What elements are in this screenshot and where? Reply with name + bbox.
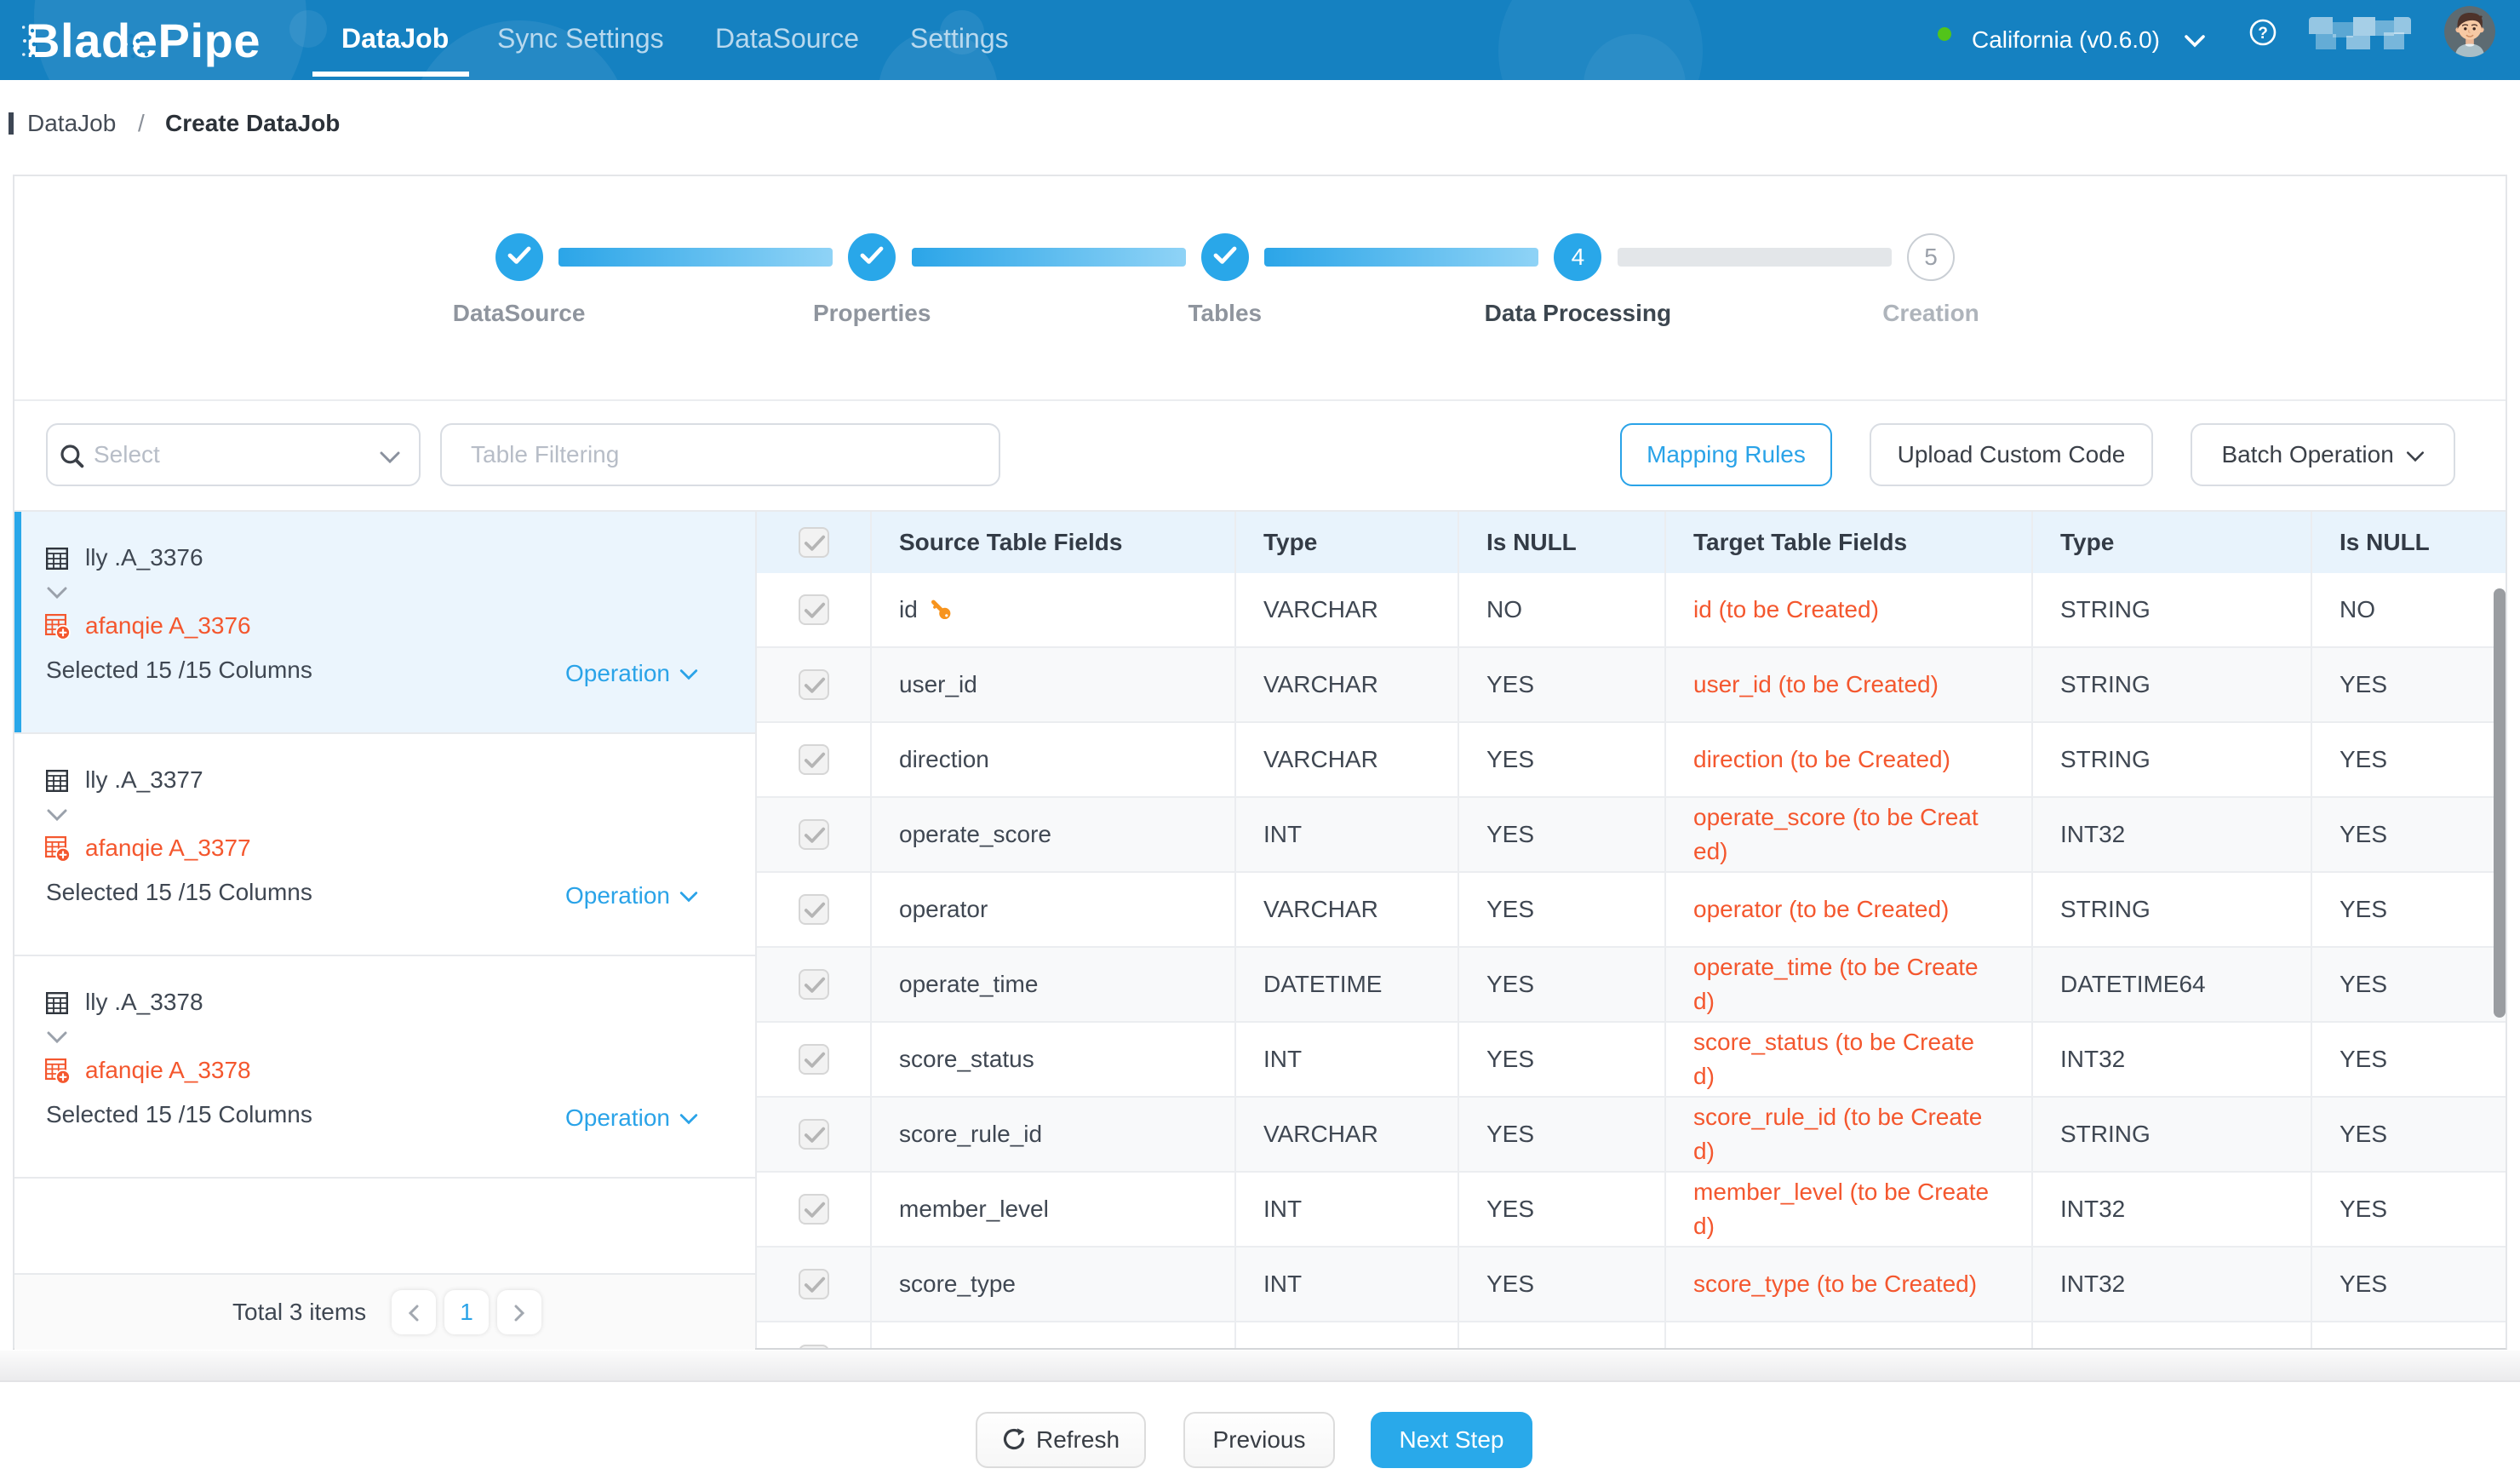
svg-text:?: ? <box>2258 25 2268 43</box>
